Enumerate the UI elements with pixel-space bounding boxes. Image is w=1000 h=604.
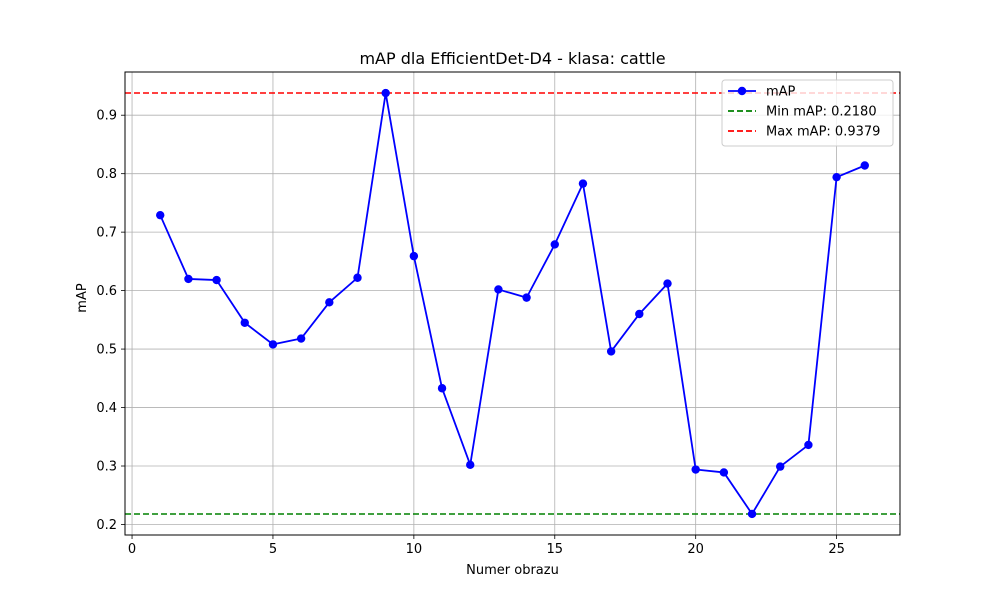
data-point bbox=[747, 509, 757, 519]
x-axis-label: Numer obrazu bbox=[466, 563, 559, 578]
data-point bbox=[184, 274, 193, 284]
y-axis-label: mAP bbox=[75, 283, 90, 313]
data-point bbox=[635, 309, 644, 319]
y-axis-ticks: 0.2 0.3 0.4 0.5 0.6 0.7 0.8 0.9 bbox=[96, 109, 125, 533]
grid bbox=[125, 72, 900, 535]
data-point bbox=[550, 240, 559, 249]
legend-label: Min mAP: 0.2180 bbox=[766, 105, 877, 120]
y-tick-label: 0.8 bbox=[96, 167, 117, 182]
x-tick-label: 25 bbox=[828, 542, 845, 557]
data-point bbox=[804, 440, 813, 450]
data-point bbox=[691, 465, 700, 474]
data-point bbox=[381, 88, 390, 98]
y-tick-label: 0.5 bbox=[96, 343, 117, 358]
y-tick-label: 0.7 bbox=[96, 226, 117, 241]
data-point bbox=[296, 334, 306, 343]
y-tick-label: 0.9 bbox=[96, 109, 117, 124]
legend-marker bbox=[737, 86, 747, 96]
reference-lines bbox=[125, 92, 900, 515]
data-point bbox=[437, 384, 447, 393]
y-tick-label: 0.6 bbox=[96, 284, 117, 299]
data-point bbox=[578, 179, 588, 188]
x-tick-label: 15 bbox=[546, 542, 563, 557]
y-tick-label: 0.4 bbox=[96, 401, 117, 416]
data-point bbox=[860, 161, 869, 170]
data-point bbox=[156, 210, 165, 220]
legend-label: mAP bbox=[766, 85, 796, 100]
series-line-map bbox=[159, 92, 866, 515]
y-tick-label: 0.2 bbox=[96, 518, 117, 533]
data-point bbox=[325, 298, 334, 307]
y-tick-label: 0.3 bbox=[96, 460, 117, 475]
plot-area-frame bbox=[124, 71, 901, 536]
data-point bbox=[240, 318, 249, 327]
data-point bbox=[466, 460, 475, 470]
data-point bbox=[353, 273, 362, 282]
series-layer bbox=[156, 88, 869, 519]
data-point bbox=[776, 462, 785, 471]
x-tick-label: 10 bbox=[406, 542, 423, 557]
data-point bbox=[494, 285, 503, 294]
data-point bbox=[268, 340, 278, 349]
data-point bbox=[409, 251, 419, 261]
x-tick-label: 0 bbox=[128, 542, 136, 557]
data-point bbox=[522, 293, 531, 302]
x-tick-label: 20 bbox=[687, 542, 704, 557]
legend-label: Max mAP: 0.9379 bbox=[766, 125, 880, 140]
legend-box bbox=[721, 79, 894, 147]
data-point bbox=[663, 279, 672, 288]
x-tick-label: 5 bbox=[269, 542, 277, 557]
data-point bbox=[212, 275, 221, 285]
data-point bbox=[606, 347, 616, 356]
data-point bbox=[719, 468, 729, 477]
legend: mAP Min mAP: 0.2180 Max mAP: 0.9379 bbox=[721, 79, 894, 147]
x-axis-ticks: 0 5 10 15 20 25 bbox=[128, 535, 845, 557]
data-point bbox=[832, 172, 841, 182]
chart-title: mAP dla EfficientDet-D4 - klasa: cattle bbox=[359, 49, 665, 68]
